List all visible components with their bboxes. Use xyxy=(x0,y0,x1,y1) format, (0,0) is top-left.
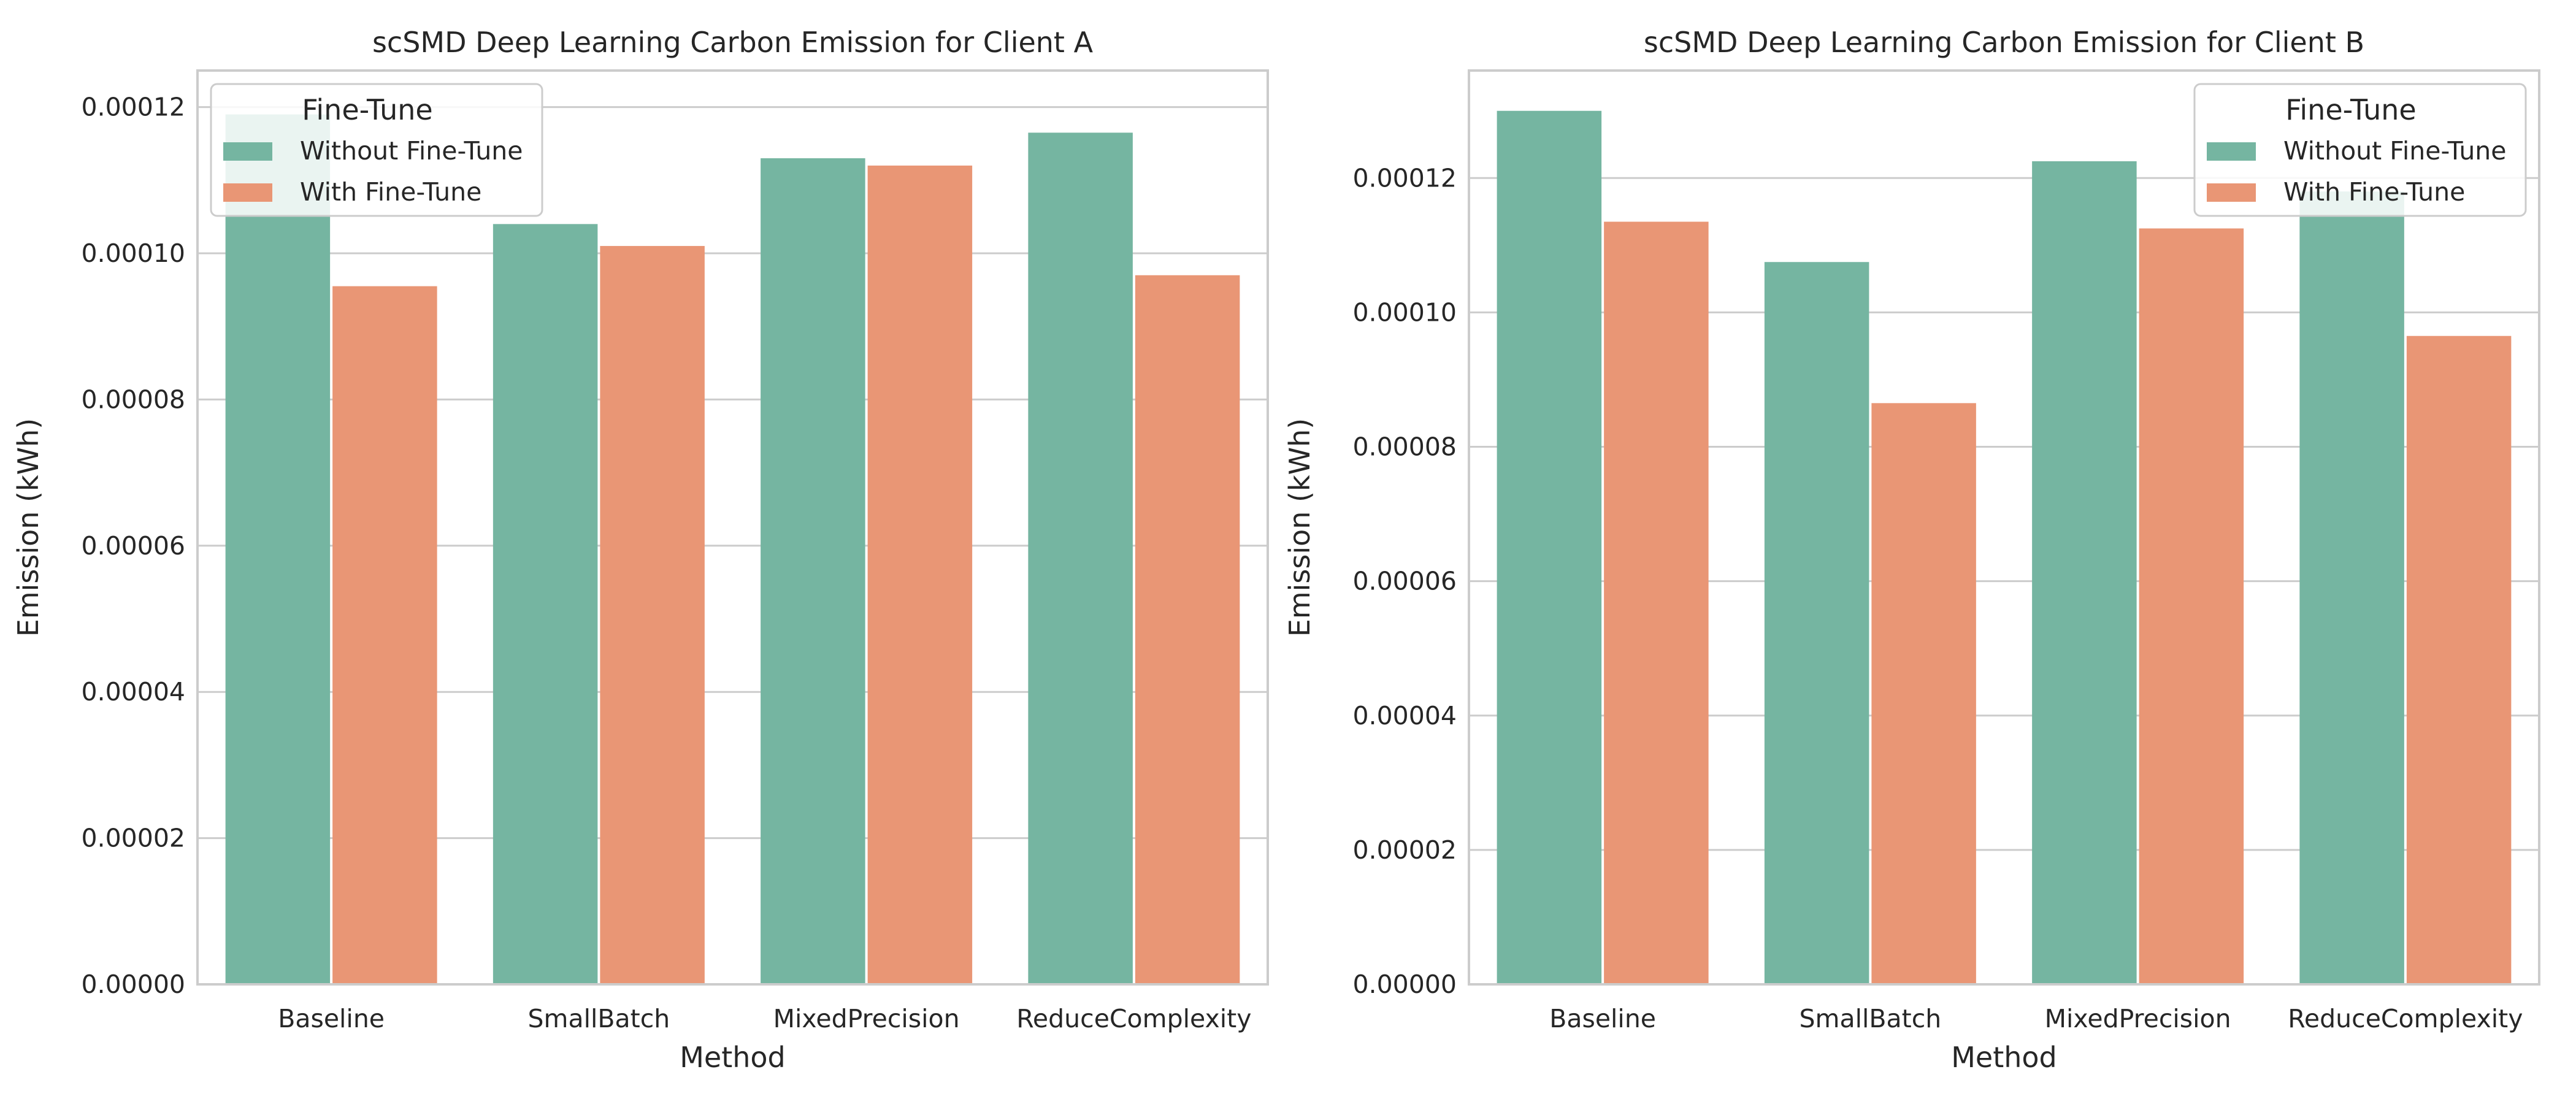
x-axis-label: Method xyxy=(1951,1041,2057,1074)
legend-title: Fine-Tune xyxy=(2285,93,2416,126)
y-tick-label: 0.00004 xyxy=(81,677,185,707)
bar xyxy=(1497,110,1602,984)
x-tick-label: SmallBatch xyxy=(528,1004,670,1033)
y-tick-label: 0.00002 xyxy=(81,824,185,853)
y-axis-label: Emission (kWh) xyxy=(12,418,45,637)
x-tick-label: ReduceComplexity xyxy=(2288,1004,2523,1033)
axes-frame xyxy=(196,69,1269,986)
bar xyxy=(867,165,973,985)
bar xyxy=(1604,221,1709,985)
bar xyxy=(332,286,437,984)
bar xyxy=(761,158,865,984)
bar xyxy=(1871,403,1976,984)
y-tick-label: 0.00010 xyxy=(1352,297,1457,327)
y-tick-label: 0.00006 xyxy=(81,531,185,561)
bar xyxy=(1135,275,1240,984)
y-tick-label: 0.00012 xyxy=(81,93,185,122)
bar xyxy=(1028,132,1133,984)
x-tick-label: MixedPrecision xyxy=(773,1004,960,1033)
x-tick-label: Baseline xyxy=(278,1004,385,1033)
bar xyxy=(2032,161,2137,984)
legend-swatch xyxy=(223,142,272,161)
y-tick-label: 0.00008 xyxy=(81,385,185,414)
x-tick-label: Baseline xyxy=(1549,1004,1656,1033)
bar xyxy=(2299,191,2404,985)
chart-title: scSMD Deep Learning Carbon Emission for … xyxy=(372,26,1094,59)
legend-swatch xyxy=(2207,183,2256,202)
x-axis-label: Method xyxy=(680,1041,786,1074)
bar xyxy=(600,246,705,985)
y-tick-label: 0.00004 xyxy=(1352,701,1457,730)
bar xyxy=(2406,335,2512,984)
y-tick-label: 0.00002 xyxy=(1352,835,1457,865)
legend-label: Without Fine-Tune xyxy=(300,136,523,166)
legend-swatch xyxy=(2207,142,2256,161)
bar xyxy=(225,114,331,984)
legend-label: With Fine-Tune xyxy=(300,177,481,207)
y-tick-label: 0.00008 xyxy=(1352,432,1457,462)
x-tick-label: ReduceComplexity xyxy=(1016,1004,1251,1033)
y-tick-label: 0.00000 xyxy=(1352,970,1457,999)
y-tick-label: 0.00012 xyxy=(1352,163,1457,193)
legend-box xyxy=(210,83,543,217)
y-tick-label: 0.00000 xyxy=(81,970,185,999)
legend-label: With Fine-Tune xyxy=(2283,177,2465,207)
legend-box xyxy=(2193,83,2527,217)
legend-title: Fine-Tune xyxy=(302,93,432,126)
y-axis-label: Emission (kWh) xyxy=(1283,418,1316,637)
bar xyxy=(2139,228,2244,984)
bar xyxy=(493,224,598,984)
x-tick-label: SmallBatch xyxy=(1800,1004,1942,1033)
legend-swatch xyxy=(223,183,272,202)
axes-frame xyxy=(1468,69,2540,986)
legend-label: Without Fine-Tune xyxy=(2283,136,2507,166)
bar xyxy=(1764,262,1869,984)
x-tick-label: MixedPrecision xyxy=(2045,1004,2231,1033)
y-tick-label: 0.00010 xyxy=(81,239,185,268)
chart-title: scSMD Deep Learning Carbon Emission for … xyxy=(1644,26,2364,59)
y-tick-label: 0.00006 xyxy=(1352,567,1457,596)
